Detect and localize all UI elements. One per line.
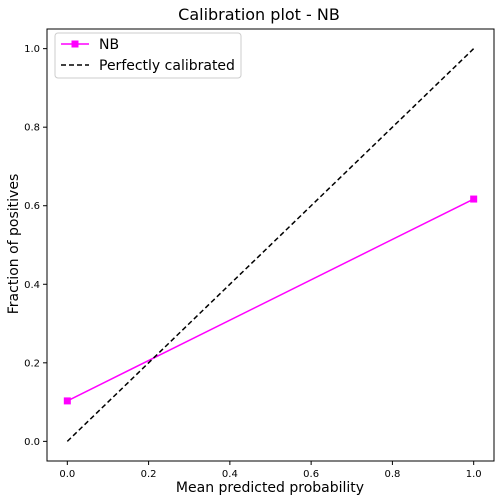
x-axis-title: Mean predicted probability bbox=[176, 480, 364, 496]
series-layer bbox=[63, 48, 478, 442]
legend-nb-marker bbox=[71, 40, 79, 48]
x-tick-label: 0.0 bbox=[59, 469, 75, 480]
data-point-nb bbox=[63, 397, 71, 405]
legend-frame bbox=[54, 32, 242, 79]
series-line-perfectly-calibrated bbox=[66, 48, 475, 442]
x-tick-label: 0.8 bbox=[384, 469, 400, 480]
x-tick-label: 0.2 bbox=[141, 469, 157, 480]
x-tick-label: 0.4 bbox=[222, 469, 238, 480]
chart-title: Calibration plot - NB bbox=[178, 5, 340, 24]
legend: NB Perfectly calibrated bbox=[54, 32, 242, 79]
y-tick-label: 0.6 bbox=[24, 201, 40, 212]
y-tick-label: 0.8 bbox=[24, 123, 40, 134]
y-axis-ticks: 0.0 0.2 0.4 0.6 0.8 1.0 bbox=[24, 44, 47, 448]
x-axis-ticks: 0.0 0.2 0.4 0.6 0.8 1.0 bbox=[59, 461, 482, 480]
y-tick-label: 0.4 bbox=[24, 280, 40, 291]
x-tick-label: 1.0 bbox=[466, 469, 482, 480]
y-tick-label: 0.2 bbox=[24, 358, 40, 369]
series-line-nb bbox=[66, 198, 475, 402]
y-tick-label: 1.0 bbox=[24, 44, 40, 55]
y-axis-title: Fraction of positives bbox=[6, 174, 22, 315]
legend-label-nb: NB bbox=[99, 37, 119, 53]
y-tick-label: 0.0 bbox=[24, 437, 40, 448]
x-tick-label: 0.6 bbox=[303, 469, 319, 480]
legend-label-perfectly-calibrated: Perfectly calibrated bbox=[99, 58, 235, 74]
data-point-nb bbox=[470, 195, 478, 203]
